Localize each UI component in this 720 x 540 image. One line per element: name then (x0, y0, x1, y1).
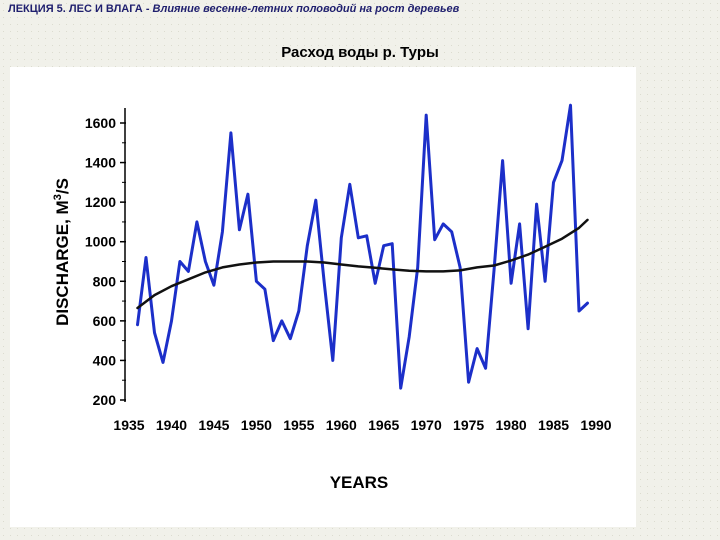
y-axis-label-suffix: /S (53, 178, 72, 194)
x-tick-label: 1975 (453, 417, 484, 433)
y-axis-label-prefix: DISCHARGE, M (53, 200, 72, 326)
y-tick-label: 400 (93, 352, 117, 368)
slide-header: ЛЕКЦИЯ 5. ЛЕС И ВЛАГА - Влияние весенне-… (8, 3, 713, 15)
y-tick-label: 600 (93, 313, 117, 329)
trend-series-line (136, 218, 589, 310)
x-axis-label: YEARS (330, 473, 389, 492)
x-tick-label: 1990 (580, 417, 611, 433)
y-axis-label-sup: 3 (52, 194, 64, 200)
y-tick-label: 200 (93, 392, 117, 408)
lecture-title: ЛЕКЦИЯ 5. ЛЕС И ВЛАГА (8, 3, 143, 15)
lecture-subtitle: Влияние весенне-летних половодий на рост… (152, 3, 460, 15)
series-group (136, 103, 589, 390)
x-tick-label: 1950 (241, 417, 272, 433)
x-ticks: 1935 1940 1945 1950 1955 1960 1965 1970 1975 1980… (113, 417, 611, 433)
x-tick-label: 1955 (283, 417, 314, 433)
x-tick-label: 1980 (496, 417, 527, 433)
y-tick-label: 1200 (85, 194, 116, 210)
y-tick-label: 1400 (85, 155, 116, 171)
y-tick-label: 1000 (85, 234, 116, 250)
x-tick-label: 1970 (411, 417, 442, 433)
x-tick-label: 1935 (113, 417, 144, 433)
y-tick-label: 1600 (85, 115, 116, 131)
y-axis-label: DISCHARGE, M3/S (52, 178, 72, 326)
y-tick-label: 800 (93, 273, 117, 289)
x-tick-label: 1985 (538, 417, 569, 433)
x-tick-label: 1965 (368, 417, 399, 433)
x-tick-label: 1945 (198, 417, 229, 433)
x-tick-label: 1960 (326, 417, 357, 433)
chart-title: Расход воды р. Туры (281, 44, 439, 61)
header-separator: - (145, 3, 150, 15)
x-tick-label: 1940 (156, 417, 187, 433)
discharge-series-line (136, 103, 589, 390)
y-ticks: 200 400 600 800 1000 1200 1400 1600 (85, 115, 126, 408)
